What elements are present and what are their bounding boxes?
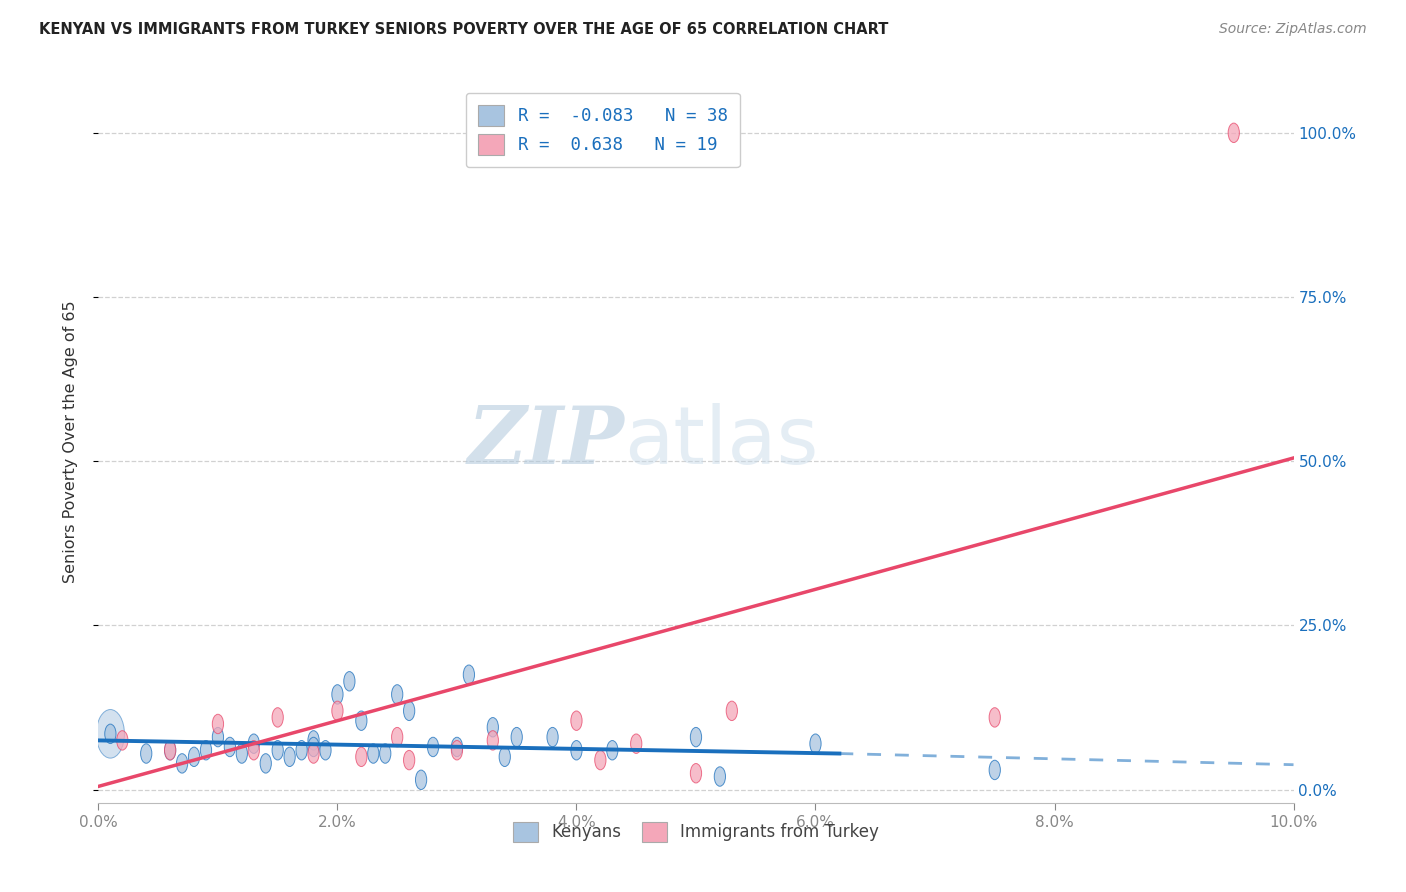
Ellipse shape bbox=[571, 740, 582, 760]
Text: KENYAN VS IMMIGRANTS FROM TURKEY SENIORS POVERTY OVER THE AGE OF 65 CORRELATION : KENYAN VS IMMIGRANTS FROM TURKEY SENIORS… bbox=[39, 22, 889, 37]
Ellipse shape bbox=[212, 727, 224, 747]
Ellipse shape bbox=[308, 744, 319, 764]
Ellipse shape bbox=[104, 724, 117, 744]
Ellipse shape bbox=[117, 731, 128, 750]
Ellipse shape bbox=[499, 747, 510, 766]
Ellipse shape bbox=[810, 734, 821, 754]
Ellipse shape bbox=[284, 747, 295, 766]
Ellipse shape bbox=[200, 740, 212, 760]
Y-axis label: Seniors Poverty Over the Age of 65: Seniors Poverty Over the Age of 65 bbox=[63, 301, 77, 582]
Ellipse shape bbox=[690, 727, 702, 747]
Ellipse shape bbox=[486, 731, 499, 750]
Ellipse shape bbox=[224, 738, 236, 756]
Ellipse shape bbox=[451, 738, 463, 756]
Ellipse shape bbox=[380, 744, 391, 764]
Ellipse shape bbox=[486, 717, 499, 737]
Ellipse shape bbox=[547, 727, 558, 747]
Ellipse shape bbox=[176, 754, 188, 773]
Ellipse shape bbox=[595, 750, 606, 770]
Ellipse shape bbox=[606, 740, 619, 760]
Text: atlas: atlas bbox=[624, 402, 818, 481]
Ellipse shape bbox=[427, 738, 439, 756]
Ellipse shape bbox=[188, 747, 200, 766]
Ellipse shape bbox=[96, 709, 125, 758]
Ellipse shape bbox=[404, 701, 415, 721]
Ellipse shape bbox=[319, 740, 332, 760]
Ellipse shape bbox=[165, 740, 176, 760]
Ellipse shape bbox=[725, 701, 738, 721]
Ellipse shape bbox=[356, 747, 367, 766]
Ellipse shape bbox=[391, 727, 404, 747]
Ellipse shape bbox=[247, 740, 260, 760]
Ellipse shape bbox=[356, 711, 367, 731]
Ellipse shape bbox=[404, 750, 415, 770]
Ellipse shape bbox=[463, 665, 475, 684]
Ellipse shape bbox=[271, 740, 284, 760]
Ellipse shape bbox=[367, 744, 380, 764]
Ellipse shape bbox=[332, 701, 343, 721]
Ellipse shape bbox=[271, 707, 284, 727]
Ellipse shape bbox=[988, 760, 1001, 780]
Ellipse shape bbox=[308, 738, 319, 756]
Ellipse shape bbox=[212, 714, 224, 734]
Legend: Kenyans, Immigrants from Turkey: Kenyans, Immigrants from Turkey bbox=[506, 815, 886, 848]
Ellipse shape bbox=[415, 770, 427, 789]
Ellipse shape bbox=[295, 740, 308, 760]
Ellipse shape bbox=[690, 764, 702, 783]
Ellipse shape bbox=[451, 740, 463, 760]
Ellipse shape bbox=[247, 734, 260, 754]
Ellipse shape bbox=[308, 731, 319, 750]
Ellipse shape bbox=[510, 727, 523, 747]
Ellipse shape bbox=[343, 672, 356, 691]
Ellipse shape bbox=[332, 685, 343, 704]
Text: ZIP: ZIP bbox=[467, 403, 624, 480]
Ellipse shape bbox=[630, 734, 643, 754]
Ellipse shape bbox=[260, 754, 271, 773]
Text: Source: ZipAtlas.com: Source: ZipAtlas.com bbox=[1219, 22, 1367, 37]
Ellipse shape bbox=[236, 744, 247, 764]
Ellipse shape bbox=[714, 767, 725, 786]
Ellipse shape bbox=[1227, 123, 1240, 143]
Ellipse shape bbox=[165, 740, 176, 760]
Ellipse shape bbox=[141, 744, 152, 764]
Ellipse shape bbox=[571, 711, 582, 731]
Ellipse shape bbox=[988, 707, 1001, 727]
Ellipse shape bbox=[391, 685, 404, 704]
